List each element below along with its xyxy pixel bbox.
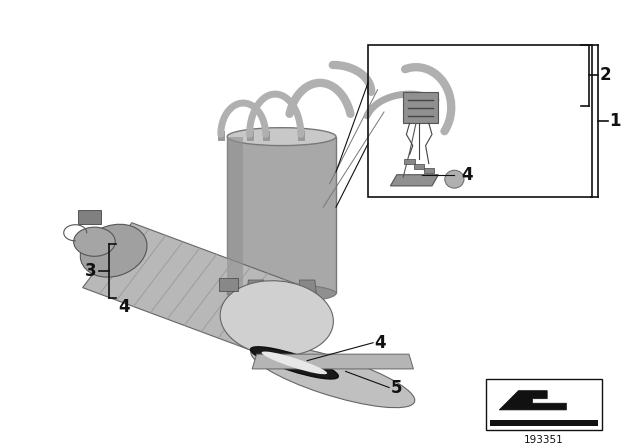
Bar — [424, 168, 434, 173]
Ellipse shape — [227, 128, 336, 146]
Ellipse shape — [227, 284, 336, 302]
Text: 1: 1 — [609, 112, 621, 130]
Polygon shape — [403, 92, 438, 123]
Polygon shape — [83, 223, 301, 351]
Polygon shape — [227, 137, 336, 293]
Polygon shape — [499, 391, 566, 410]
Ellipse shape — [80, 224, 147, 277]
Text: 5: 5 — [390, 379, 402, 396]
Polygon shape — [390, 175, 438, 186]
Text: 2: 2 — [600, 66, 611, 84]
Text: 4: 4 — [374, 334, 386, 352]
Bar — [414, 164, 424, 169]
Polygon shape — [219, 278, 238, 291]
Ellipse shape — [251, 347, 338, 379]
Ellipse shape — [445, 170, 464, 188]
Text: 3: 3 — [84, 262, 96, 280]
Ellipse shape — [74, 227, 115, 256]
Bar — [486, 379, 602, 430]
Polygon shape — [79, 211, 101, 224]
Ellipse shape — [220, 281, 333, 356]
Bar — [490, 420, 598, 426]
Bar — [368, 45, 592, 197]
Text: 4: 4 — [118, 298, 130, 316]
Polygon shape — [298, 280, 317, 298]
Text: 193351: 193351 — [524, 435, 564, 444]
Ellipse shape — [251, 345, 415, 408]
Polygon shape — [227, 137, 243, 293]
Polygon shape — [246, 280, 266, 298]
Bar — [404, 159, 415, 164]
Polygon shape — [252, 354, 413, 369]
Ellipse shape — [262, 352, 327, 374]
Text: 4: 4 — [461, 166, 472, 184]
